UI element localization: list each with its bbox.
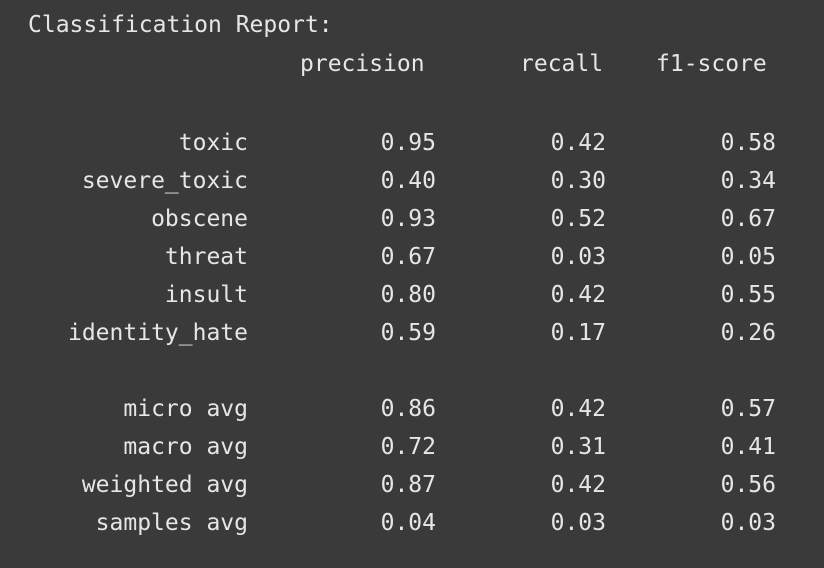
row-label: micro avg — [123, 396, 248, 422]
row-label: severe_toxic — [81, 168, 248, 194]
row-label: macro avg — [123, 434, 248, 460]
precision-value: 0.04 — [380, 510, 436, 536]
recall-value: 0.31 — [550, 434, 606, 460]
precision-value: 0.80 — [380, 282, 436, 308]
row-label: toxic — [178, 130, 248, 156]
recall-value: 0.17 — [550, 320, 606, 346]
precision-value: 0.67 — [380, 244, 436, 270]
f1-value: 0.56 — [720, 472, 776, 498]
recall-value: 0.42 — [550, 396, 606, 422]
recall-value: 0.42 — [550, 130, 606, 156]
row-label: insult — [164, 282, 248, 308]
row-label: threat — [164, 244, 248, 270]
precision-value: 0.86 — [380, 396, 436, 422]
header-f1-score: f1-score — [656, 51, 767, 77]
f1-value: 0.05 — [720, 244, 776, 270]
report-title: Classification Report: — [28, 12, 333, 38]
precision-value: 0.72 — [380, 434, 436, 460]
f1-value: 0.03 — [720, 510, 776, 536]
precision-value: 0.95 — [380, 130, 436, 156]
row-label: samples avg — [95, 510, 248, 536]
recall-value: 0.42 — [550, 472, 606, 498]
f1-value: 0.41 — [720, 434, 776, 460]
recall-value: 0.52 — [550, 206, 606, 232]
f1-value: 0.26 — [720, 320, 776, 346]
recall-value: 0.03 — [550, 244, 606, 270]
recall-value: 0.30 — [550, 168, 606, 194]
row-label: weighted avg — [81, 472, 248, 498]
f1-value: 0.67 — [720, 206, 776, 232]
f1-value: 0.55 — [720, 282, 776, 308]
row-label: identity_hate — [67, 320, 248, 346]
recall-value: 0.42 — [550, 282, 606, 308]
f1-value: 0.58 — [720, 130, 776, 156]
precision-value: 0.40 — [380, 168, 436, 194]
row-label: obscene — [151, 206, 248, 232]
precision-value: 0.87 — [380, 472, 436, 498]
header-precision: precision — [300, 51, 425, 77]
f1-value: 0.57 — [720, 396, 776, 422]
precision-value: 0.93 — [380, 206, 436, 232]
recall-value: 0.03 — [550, 510, 606, 536]
header-recall: recall — [520, 51, 604, 77]
precision-value: 0.59 — [380, 320, 436, 346]
f1-value: 0.34 — [720, 168, 776, 194]
